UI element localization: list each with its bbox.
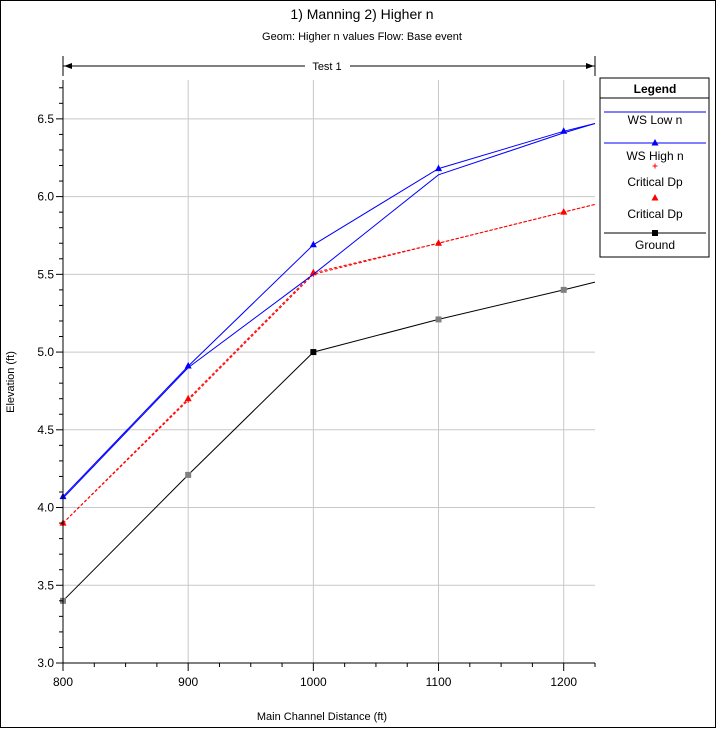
data-point: [560, 208, 568, 215]
axes: 800 900 1000 1100 1200 3.0 3.5 4.0 4.5 5.0 5.5 6.0 6…: [37, 80, 596, 689]
series-line: [62, 123, 596, 499]
series-line: [62, 281, 596, 602]
y-tick-label-5.0: 5.0: [37, 345, 54, 359]
reach-bracket: Test 1: [62, 56, 596, 76]
x-tick-label-1100: 1100: [426, 675, 452, 689]
legend-item-2: Critical Dp: [627, 163, 683, 189]
y-tick-label-4.5: 4.5: [37, 423, 54, 437]
legend-item-3: Critical Dp: [627, 194, 683, 221]
legend: Legend WS Low n WS High n Critical Dp Criti…: [599, 77, 710, 258]
data-point: [560, 127, 568, 134]
chart-title: 1) Manning 2) Higher n: [290, 6, 433, 22]
legend-swatch-marker: [652, 163, 658, 169]
grid-lines: [62, 80, 595, 664]
series-line: [62, 203, 596, 524]
series-3-critical-dp: [59, 203, 596, 526]
reach-bracket-left-arrow: [64, 63, 72, 69]
legend-item-label: Ground: [635, 238, 675, 252]
data-point: [435, 316, 442, 323]
x-tick-label-800: 800: [53, 675, 73, 689]
series-line: [62, 123, 596, 498]
y-tick-label-4.0: 4.0: [37, 501, 54, 515]
legend-swatch-marker: [652, 230, 658, 236]
legend-item-label: WS Low n: [628, 113, 683, 127]
legend-item-label: WS High n: [626, 149, 683, 163]
series-4-ground: [60, 281, 596, 604]
y-axis-label: Elevation (ft): [5, 351, 17, 413]
data-point: [560, 286, 567, 293]
legend-items: WS Low n WS High n Critical Dp Critical Dp G…: [604, 111, 706, 252]
reach-bracket-right-arrow: [586, 63, 594, 69]
legend-item-0: WS Low n: [604, 111, 706, 127]
data-point: [435, 164, 443, 172]
data-point: [309, 268, 317, 276]
data-point: [184, 362, 192, 369]
reach-label: Test 1: [312, 61, 341, 73]
legend-title: Legend: [634, 82, 677, 96]
y-tick-label-3.0: 3.0: [37, 656, 54, 670]
series-layer: [59, 123, 596, 604]
y-tick-label-6.0: 6.0: [37, 190, 54, 204]
x-tick-label-1000: 1000: [300, 675, 327, 689]
series-0-ws-low-n: [62, 123, 596, 499]
series-1-ws-high-n: [59, 123, 596, 500]
legend-item-4: Ground: [604, 230, 706, 252]
y-tick-label-6.5: 6.5: [37, 112, 54, 126]
series-2-critical-dp: [60, 203, 596, 526]
data-point: [185, 471, 192, 478]
legend-swatch-marker: [651, 194, 659, 201]
legend-item-label: Critical Dp: [627, 207, 683, 221]
data-point: [435, 239, 443, 246]
x-tick-label-900: 900: [178, 675, 198, 689]
data-point: [184, 394, 192, 402]
x-axis-label: Main Channel Distance (ft): [257, 711, 387, 723]
y-tick-label-3.5: 3.5: [37, 578, 54, 592]
x-tick-label-1200: 1200: [550, 675, 577, 689]
legend-item-label: Critical Dp: [627, 175, 683, 189]
chart-subtitle: Geom: Higher n values Flow: Base event: [262, 31, 462, 43]
legend-swatch-marker: [651, 139, 659, 146]
legend-item-1: WS High n: [604, 139, 706, 163]
series-line: [62, 203, 596, 524]
y-tick-label-5.5: 5.5: [37, 267, 54, 281]
data-point: [309, 240, 317, 248]
data-point: [310, 349, 317, 356]
